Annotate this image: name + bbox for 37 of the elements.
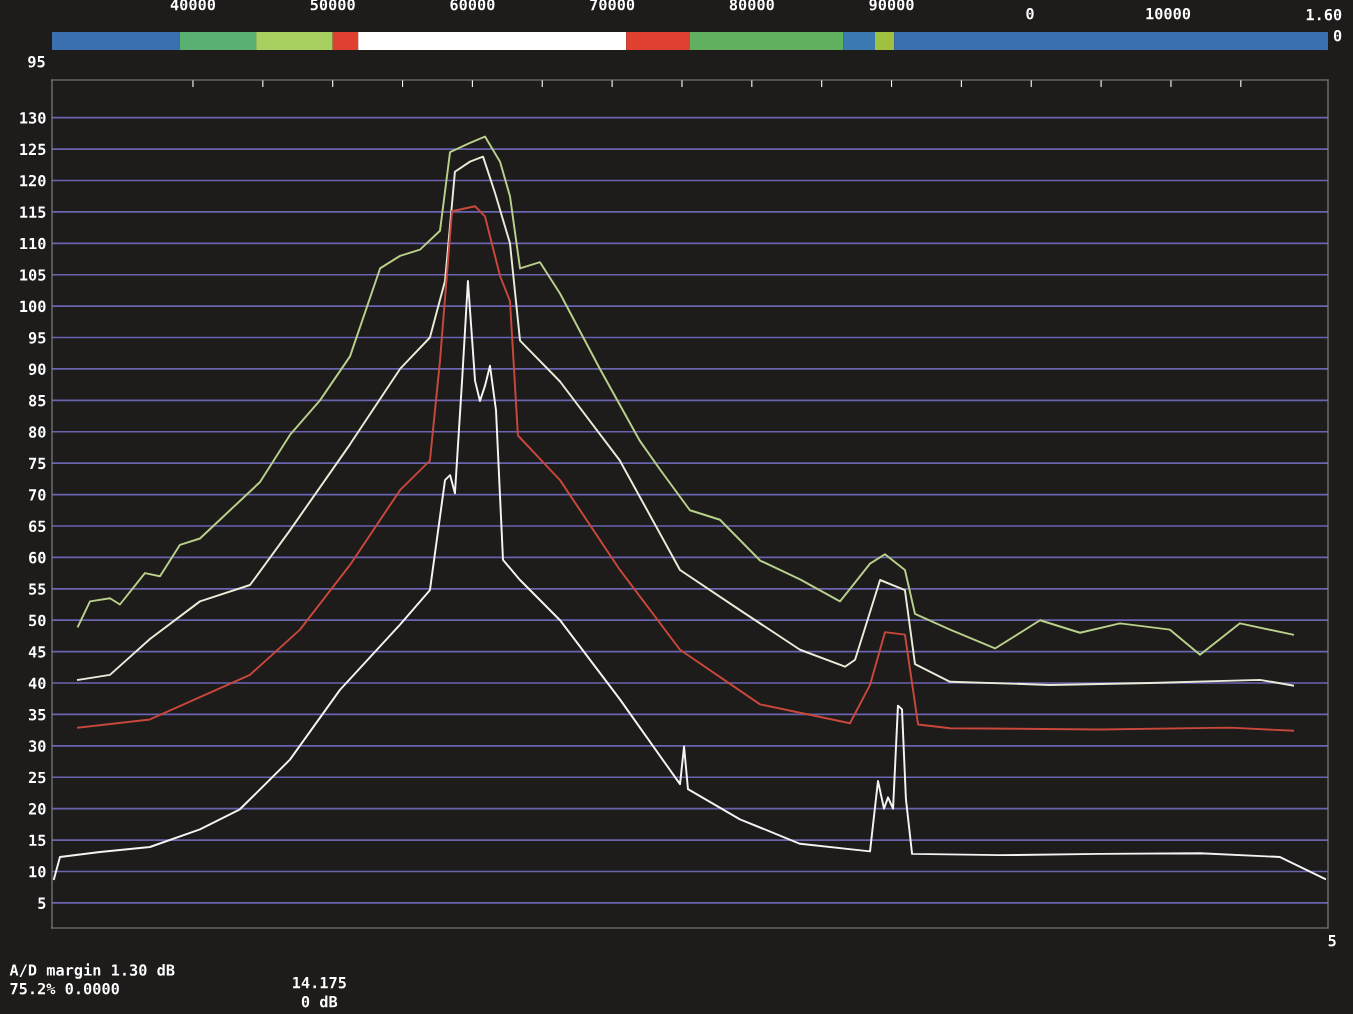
y-tick-label: 10: [29, 865, 46, 878]
y-tick-label: 130: [20, 112, 46, 124]
y-tick-label: 35: [28, 708, 46, 721]
text: 5: [1328, 935, 1336, 947]
y-tick-label: 125: [20, 143, 46, 156]
text: 14.175: [293, 977, 346, 989]
y-tick-label: 20: [28, 803, 46, 815]
text: 0: [1026, 7, 1034, 20]
y-tick-label: 65: [29, 520, 46, 533]
text: 75.2% 0.0000: [10, 982, 119, 995]
y-tick-label: 85: [29, 394, 46, 407]
line-series: [52, 280, 1327, 880]
y-tick-label: 115: [20, 206, 46, 218]
y-tick-label: 110: [20, 237, 46, 250]
y-tick-label: 105: [20, 269, 46, 281]
text: 0: [1333, 29, 1342, 42]
y-tick-label: 15: [29, 834, 46, 847]
y-tick-label: 5: [38, 897, 46, 909]
y-tick-label: 50: [29, 614, 46, 627]
y-tick-label: 30: [28, 740, 46, 752]
text: 10000: [1146, 7, 1191, 20]
y-tick-label: 45: [28, 646, 46, 658]
y-tick-label: 95: [28, 332, 46, 344]
text: A/D margin 1.30 dB: [9, 963, 175, 979]
y-tick-label: 40: [28, 677, 46, 690]
y-tick-label: 25: [28, 771, 46, 784]
y-tick-label: 120: [20, 174, 46, 187]
text: 1.60: [1306, 8, 1342, 21]
y-tick-label: 100: [20, 300, 46, 313]
y-tick-label: 60: [29, 551, 46, 564]
y-tick-label: 70: [29, 489, 46, 501]
y-tick-label: 55: [29, 583, 46, 595]
text: 0 dB: [301, 995, 338, 1008]
y-tick-label: 90: [28, 363, 46, 376]
y-tick-label: 75: [29, 457, 46, 470]
y-tick-label: 80: [29, 426, 46, 438]
line-series: [77, 205, 1295, 732]
